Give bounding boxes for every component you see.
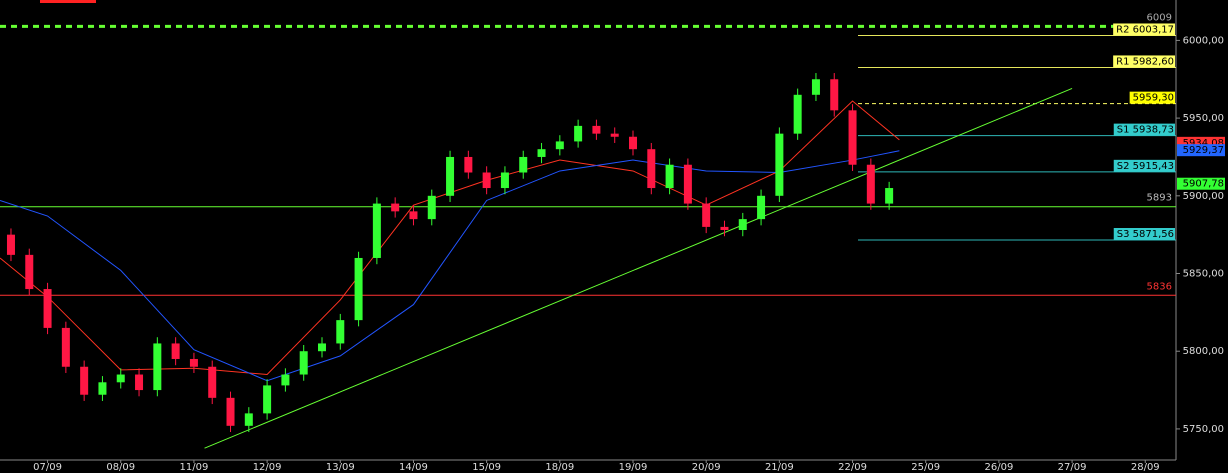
- candle-body: [629, 136, 638, 150]
- pivot-label: S1 5938,73: [1117, 125, 1174, 136]
- x-tick-label: 11/09: [180, 462, 209, 473]
- candle-body: [354, 257, 363, 321]
- x-tick-label: 20/09: [692, 462, 721, 473]
- candle-body: [25, 254, 34, 290]
- candle-body: [848, 110, 857, 165]
- line: [0, 150, 900, 382]
- price-tag-box: [1177, 177, 1225, 190]
- y-tick-label: 5900,00: [1183, 191, 1224, 202]
- price-tag: 5907,78: [1183, 179, 1224, 190]
- x-tick-label: 26/09: [984, 462, 1013, 473]
- x-tick-label: 08/09: [106, 462, 135, 473]
- pivot-label: 5959,30: [1133, 93, 1174, 104]
- pivot-label: S2 5915,43: [1117, 161, 1174, 172]
- x-tick-label: 15/09: [472, 462, 501, 473]
- candle-body: [299, 351, 308, 375]
- level-label: 5836: [1147, 281, 1172, 292]
- y-tick-label: 6000,00: [1183, 35, 1224, 46]
- candle-body: [244, 413, 253, 426]
- y-tick-label: 5750,00: [1183, 424, 1224, 435]
- candle-body: [446, 156, 455, 196]
- level-label: 6009: [1147, 12, 1172, 23]
- candle-body: [555, 141, 564, 150]
- candle-body: [683, 164, 692, 204]
- candle-body: [866, 164, 875, 204]
- pivot-label: S3 5871,56: [1117, 229, 1174, 240]
- pivot-label: R2 6003,17: [1116, 24, 1174, 35]
- candle-body: [500, 172, 509, 189]
- candle-body: [317, 343, 326, 352]
- candle-body: [391, 203, 400, 212]
- candle-body: [226, 397, 235, 426]
- candle-body: [592, 125, 601, 134]
- pivot-label-box: [1113, 23, 1175, 36]
- price-tag-box: [1177, 144, 1225, 157]
- pivot-label-box: [1113, 123, 1175, 136]
- candle-body: [43, 289, 52, 328]
- candle-body: [336, 320, 345, 344]
- price-tag: 5934,08: [1183, 138, 1224, 149]
- marker: [40, 0, 96, 3]
- pivot-label-box: [1113, 228, 1175, 241]
- x-tick-label: 19/09: [619, 462, 648, 473]
- pivot-label-box: [1129, 91, 1175, 104]
- candle-body: [281, 374, 290, 386]
- x-tick-label: 25/09: [911, 462, 940, 473]
- pivot-label-box: [1113, 159, 1175, 172]
- candle-body: [519, 156, 528, 173]
- x-tick-label: 13/09: [326, 462, 355, 473]
- x-tick-label: 14/09: [399, 462, 428, 473]
- x-tick-label: 28/09: [1131, 462, 1160, 473]
- candle-body: [702, 203, 711, 227]
- candle-body: [153, 343, 162, 391]
- candle-body: [171, 343, 180, 359]
- candle-body: [372, 203, 381, 258]
- candle-body: [61, 327, 70, 367]
- candle-body: [610, 133, 619, 137]
- candle-body: [720, 226, 729, 230]
- price-tag: 5929,37: [1183, 145, 1224, 156]
- pivot-label: R1 5982,60: [1116, 56, 1174, 67]
- candle-body: [409, 211, 418, 220]
- candle-body: [811, 79, 820, 95]
- x-tick-label: 07/09: [33, 462, 62, 473]
- candle-body: [263, 385, 272, 414]
- candle-body: [757, 195, 766, 220]
- candle-body: [574, 125, 583, 142]
- candle-body: [6, 234, 15, 255]
- x-tick-label: 22/09: [838, 462, 867, 473]
- candle-body: [793, 94, 802, 134]
- candle-body: [98, 382, 107, 395]
- candle-body: [830, 79, 839, 111]
- candle-body: [116, 374, 125, 383]
- candle-body: [427, 195, 436, 220]
- x-tick-label: 27/09: [1058, 462, 1087, 473]
- candle-body: [464, 156, 473, 173]
- candle-body: [208, 366, 217, 398]
- candle-body: [665, 164, 674, 189]
- pivot-label-box: [1113, 55, 1175, 68]
- line: [204, 87, 1073, 449]
- candle-body: [80, 366, 89, 395]
- x-tick-label: 21/09: [765, 462, 794, 473]
- candle-body: [189, 358, 198, 367]
- x-tick-label: 12/09: [253, 462, 282, 473]
- candle-body: [775, 133, 784, 196]
- candle-body: [482, 172, 491, 189]
- x-tick-label: 18/09: [545, 462, 574, 473]
- candle-body: [647, 149, 656, 189]
- candle-body: [738, 219, 747, 230]
- candle-body: [885, 188, 894, 204]
- y-tick-label: 5800,00: [1183, 346, 1224, 357]
- level-label: 5893: [1147, 193, 1172, 204]
- y-tick-label: 5850,00: [1183, 269, 1224, 280]
- candle-body: [135, 374, 144, 391]
- candle-body: [537, 149, 546, 157]
- y-tick-label: 5950,00: [1183, 113, 1224, 124]
